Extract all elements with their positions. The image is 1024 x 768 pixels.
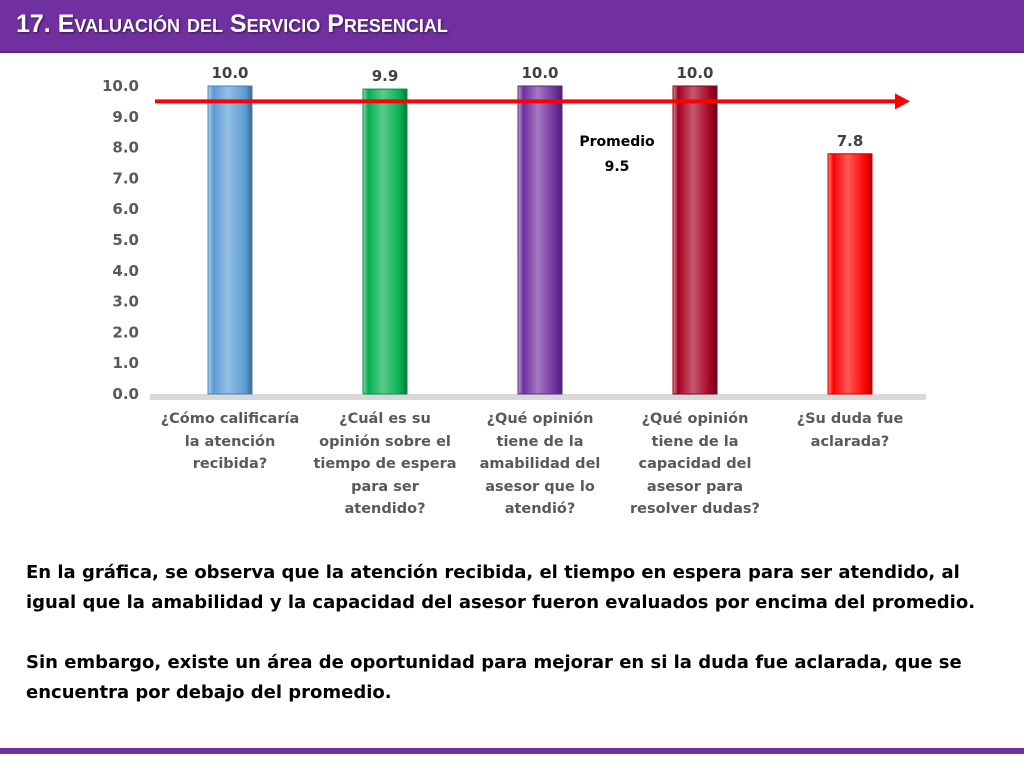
footer-bar: [0, 748, 1024, 754]
y-tick-label: 7.0: [112, 169, 139, 187]
x-tick-label-line: resolver dudas?: [630, 501, 760, 517]
summary-paragraph-1: En la gráfica, se observa que la atenció…: [26, 562, 976, 613]
value-label: 10.0: [521, 64, 558, 82]
y-tick-label: 6.0: [112, 200, 139, 218]
x-tick-label: ¿Cuál es su opinión sobre el tiempo de esp…: [305, 408, 465, 521]
x-tick-label: ¿Cómo calificaría la atención recibida?: [150, 408, 310, 476]
x-tick-label-line: ¿Cuál es su: [339, 411, 431, 427]
value-label: 7.8: [837, 132, 864, 150]
x-tick-label-line: tiene de la: [496, 433, 584, 450]
x-tick-label-line: atendido?: [344, 501, 426, 517]
title-bar: 17. Evaluación del Servicio Presencial: [0, 0, 1024, 53]
x-tick-label-line: asesor que lo: [485, 478, 595, 495]
average-arrow: [895, 93, 910, 110]
x-tick-label-line: asesor para: [646, 478, 744, 495]
value-label: 10.0: [211, 64, 248, 82]
bar: [827, 153, 873, 395]
bar: [517, 85, 563, 395]
bar-chart: 0.0 1.0 2.0 3.0 4.0 5.0 6.0 7.0 8.0 9.0 10.0 10.0 9.…: [102, 64, 926, 403]
x-tick-label-line: recibida?: [192, 456, 268, 472]
y-tick-label: 9.0: [112, 108, 139, 126]
y-tick-label: 4.0: [112, 262, 139, 280]
chart-floor: [150, 394, 926, 400]
y-tick-label: 10.0: [102, 77, 139, 95]
x-tick-label: ¿Qué opinión tiene de la amabilidad del ase…: [460, 408, 620, 521]
x-tick-label-line: ¿Cómo calificaría: [160, 411, 300, 427]
average-label: Promedio: [579, 134, 655, 150]
summary-paragraph-2: Sin embargo, existe un área de oportunid…: [26, 652, 962, 703]
x-tick-label-line: amabilidad del: [479, 456, 601, 472]
y-tick-label: 2.0: [112, 323, 139, 341]
y-tick-label: 8.0: [112, 139, 139, 157]
value-label: 9.9: [372, 67, 399, 85]
y-tick-label: 5.0: [112, 231, 139, 249]
average-value-label: 9.5: [605, 159, 630, 175]
bar: [207, 85, 253, 395]
bar: [672, 85, 718, 395]
x-tick-label-line: atendió?: [504, 501, 576, 517]
x-tick-label-line: ¿Su duda fue: [796, 411, 904, 427]
x-tick-label-line: ¿Qué opinión: [486, 411, 594, 427]
x-tick-label-line: tiene de la: [651, 433, 739, 450]
x-tick-label-line: ¿Qué opinión: [641, 411, 749, 427]
y-tick-label: 0.0: [112, 385, 139, 403]
x-tick-label: ¿Su duda fue aclarada?: [770, 408, 930, 453]
x-tick-label-line: la atención: [184, 433, 276, 450]
bar: [362, 88, 408, 395]
y-tick-label: 1.0: [112, 354, 139, 372]
x-tick-label-line: opinión sobre el: [319, 433, 451, 450]
value-label: 10.0: [676, 64, 713, 82]
x-tick-label-line: tiempo de espera: [313, 456, 457, 472]
x-tick-label-line: capacidad del: [638, 456, 752, 472]
x-tick-label-line: para ser: [351, 478, 419, 495]
x-tick-label-line: aclarada?: [810, 433, 890, 450]
slide-title: 17. Evaluación del Servicio Presencial: [16, 10, 448, 38]
x-tick-label: ¿Qué opinión tiene de la capacidad del ases…: [615, 408, 775, 521]
y-tick-label: 3.0: [112, 293, 139, 311]
